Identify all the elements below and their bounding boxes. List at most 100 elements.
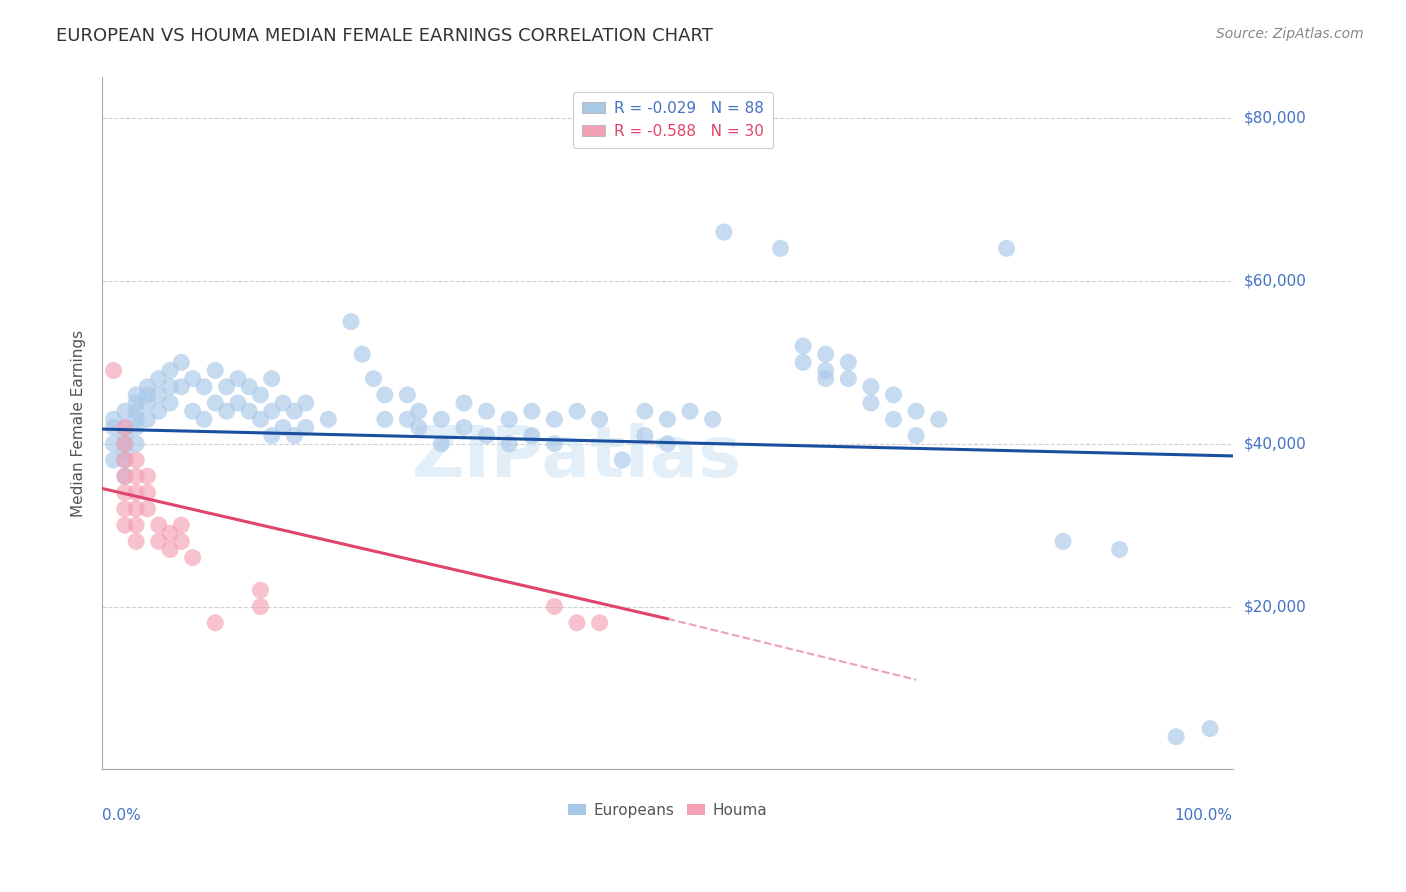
Point <box>136 388 159 402</box>
Point <box>226 396 249 410</box>
Point <box>114 469 136 483</box>
Point <box>136 501 159 516</box>
Point <box>543 412 565 426</box>
Point <box>396 388 419 402</box>
Point <box>612 453 634 467</box>
Point <box>905 404 928 418</box>
Point <box>316 412 339 426</box>
Point <box>204 615 226 630</box>
Point <box>103 412 125 426</box>
Point <box>363 371 385 385</box>
Point <box>634 404 657 418</box>
Point <box>374 412 396 426</box>
Point <box>1108 542 1130 557</box>
Point <box>215 380 238 394</box>
Point <box>859 396 882 410</box>
Point <box>125 436 148 450</box>
Y-axis label: Median Female Earnings: Median Female Earnings <box>72 330 86 517</box>
Point <box>859 380 882 394</box>
Point <box>114 453 136 467</box>
Point <box>114 436 136 450</box>
Point <box>814 371 837 385</box>
Point <box>215 404 238 418</box>
Point <box>294 396 316 410</box>
Point <box>125 404 148 418</box>
Point <box>713 225 735 239</box>
Point <box>159 542 181 557</box>
Point <box>792 339 814 353</box>
Point <box>283 428 305 442</box>
Point <box>226 371 249 385</box>
Point <box>103 363 125 377</box>
Text: ZIPatlas: ZIPatlas <box>412 424 742 492</box>
Point <box>883 388 905 402</box>
Point <box>792 355 814 369</box>
Point <box>125 420 148 434</box>
Point <box>520 404 543 418</box>
Point <box>136 412 159 426</box>
Point <box>294 420 316 434</box>
Point <box>814 363 837 377</box>
Point <box>453 420 475 434</box>
Text: 0.0%: 0.0% <box>103 808 141 823</box>
Text: $80,000: $80,000 <box>1244 111 1306 126</box>
Point <box>114 518 136 533</box>
Point <box>283 404 305 418</box>
Legend: Europeans, Houma: Europeans, Houma <box>561 797 773 824</box>
Point <box>148 371 170 385</box>
Point <box>148 518 170 533</box>
Point <box>634 428 657 442</box>
Point <box>883 412 905 426</box>
Point <box>136 380 159 394</box>
Point <box>679 404 702 418</box>
Point <box>498 436 520 450</box>
Point <box>475 404 498 418</box>
Point <box>905 428 928 442</box>
Point <box>657 436 679 450</box>
Point <box>453 396 475 410</box>
Point <box>114 420 136 434</box>
Point <box>114 445 136 459</box>
Point <box>148 404 170 418</box>
Point <box>125 388 148 402</box>
Text: $60,000: $60,000 <box>1244 274 1306 288</box>
Point <box>1166 730 1188 744</box>
Point <box>352 347 374 361</box>
Point <box>170 518 193 533</box>
Point <box>114 404 136 418</box>
Point <box>103 453 125 467</box>
Text: $40,000: $40,000 <box>1244 436 1306 451</box>
Point <box>159 396 181 410</box>
Point <box>238 404 260 418</box>
Point <box>271 396 294 410</box>
Point <box>114 501 136 516</box>
Point <box>148 388 170 402</box>
Point <box>125 518 148 533</box>
Point <box>260 404 283 418</box>
Point <box>396 412 419 426</box>
Point <box>837 371 859 385</box>
Point <box>114 420 136 434</box>
Point <box>260 428 283 442</box>
Point <box>430 436 453 450</box>
Point <box>408 404 430 418</box>
Point <box>995 241 1018 255</box>
Point <box>193 412 215 426</box>
Point <box>114 453 136 467</box>
Point <box>148 534 170 549</box>
Point <box>238 380 260 394</box>
Point <box>588 615 610 630</box>
Point <box>814 347 837 361</box>
Text: EUROPEAN VS HOUMA MEDIAN FEMALE EARNINGS CORRELATION CHART: EUROPEAN VS HOUMA MEDIAN FEMALE EARNINGS… <box>56 27 713 45</box>
Point <box>181 550 204 565</box>
Point <box>1052 534 1074 549</box>
Point <box>430 412 453 426</box>
Point <box>159 363 181 377</box>
Point <box>103 420 125 434</box>
Point <box>193 380 215 394</box>
Point <box>125 485 148 500</box>
Point <box>543 436 565 450</box>
Point <box>204 396 226 410</box>
Text: 100.0%: 100.0% <box>1174 808 1233 823</box>
Point <box>249 412 271 426</box>
